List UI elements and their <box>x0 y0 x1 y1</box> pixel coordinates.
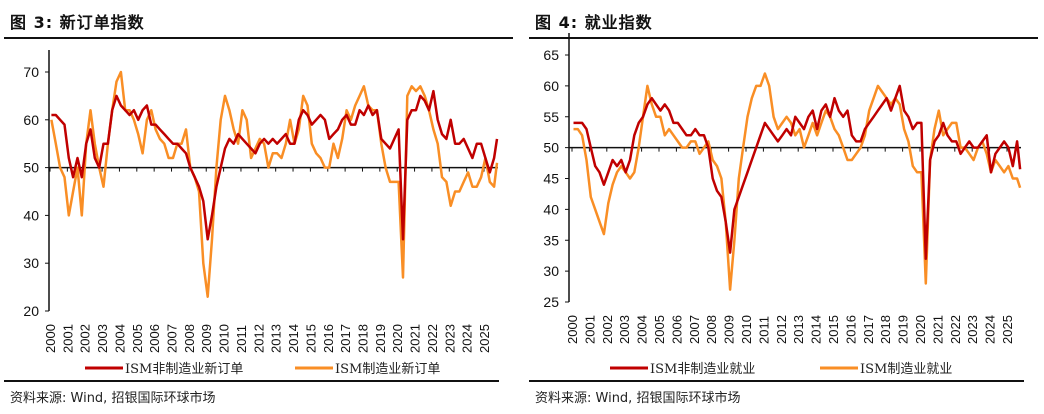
x-tick-label: 2001 <box>60 324 75 353</box>
series-line <box>51 89 499 241</box>
x-tick-label: 2020 <box>390 324 405 353</box>
y-tick-label: 25 <box>543 294 559 310</box>
x-tick-label: 2018 <box>878 315 893 344</box>
x-tick-label: 2013 <box>791 315 806 344</box>
y-tick-label: 30 <box>23 255 39 271</box>
x-tick-label: 2019 <box>373 324 388 353</box>
x-tick-label: 2008 <box>182 324 197 353</box>
x-tick-label: 2000 <box>565 315 580 344</box>
x-tick-label: 2020 <box>913 315 928 344</box>
x-tick-label: 2014 <box>809 315 824 344</box>
x-tick-label: 2023 <box>965 315 980 344</box>
x-tick-label: 2018 <box>355 324 370 353</box>
x-tick-label: 2016 <box>321 324 336 353</box>
y-tick-label: 40 <box>23 207 39 223</box>
y-tick-label: 50 <box>23 160 39 176</box>
x-tick-label: 2004 <box>112 324 127 353</box>
y-tick-label: 40 <box>543 201 559 217</box>
chart-panel-employment: 图 4: 就业指数 25 30 35 40 45 50 55 60 65 2000 2001 2002… <box>525 0 1040 414</box>
x-tick-label: 2007 <box>165 324 180 353</box>
legend-label: ISM制造业就业 <box>860 362 952 377</box>
legend-label: ISM非制造业新订单 <box>125 361 243 377</box>
x-tick-label: 2009 <box>199 324 214 353</box>
y-tick-label: 35 <box>543 232 559 248</box>
y-tick-label: 65 <box>543 47 559 63</box>
legend-label: ISM非制造业就业 <box>650 362 755 377</box>
x-tick-label: 2009 <box>722 315 737 344</box>
x-tick-label: 2014 <box>286 324 301 353</box>
x-tick-label: 2015 <box>303 324 318 353</box>
title-divider <box>4 37 513 39</box>
x-tick-label: 2022 <box>948 315 963 344</box>
source-note: 资料来源: Wind, 招银国际环球市场 <box>10 391 216 406</box>
series-line <box>573 84 1022 261</box>
x-tick-label: 2008 <box>704 315 719 344</box>
x-tick-label: 2021 <box>408 324 423 353</box>
y-tick-label: 60 <box>543 78 559 94</box>
x-tick-label: 2017 <box>861 315 876 344</box>
x-tick-label: 2011 <box>234 325 249 353</box>
title-divider <box>529 37 1038 39</box>
x-tick-label: 2012 <box>774 315 789 344</box>
x-tick-label: 2023 <box>442 324 457 353</box>
x-tick-label: 2005 <box>130 324 145 353</box>
x-tick-label: 2005 <box>652 315 667 344</box>
x-tick-label: 2013 <box>269 324 284 353</box>
x-tick-label: 2006 <box>669 315 684 344</box>
series-line <box>573 72 1022 291</box>
x-tick-label: 2003 <box>95 324 110 353</box>
x-tick-label: 2010 <box>217 324 232 353</box>
x-tick-label: 2002 <box>78 324 93 353</box>
y-tick-label: 20 <box>23 303 39 319</box>
chart-panel-new-orders: 图 3: 新订单指数 20 30 40 50 60 70 2000 2001 2002 2003 2… <box>0 0 515 414</box>
x-tick-label: 2003 <box>617 315 632 344</box>
x-tick-label: 2022 <box>425 324 440 353</box>
source-note: 资料来源: Wind, 招银国际环球市场 <box>535 391 741 406</box>
x-tick-label: 2001 <box>582 315 597 344</box>
y-tick-label: 45 <box>543 171 559 187</box>
x-tick-label: 2000 <box>43 324 58 353</box>
footer-divider <box>4 380 499 382</box>
x-tick-label: 2024 <box>983 315 998 344</box>
x-tick-label: 2021 <box>930 315 945 344</box>
chart-title: 图 4: 就业指数 <box>535 13 653 32</box>
x-tick-label: 2006 <box>147 324 162 353</box>
footer-divider <box>529 380 1024 382</box>
y-tick-label: 50 <box>543 140 559 156</box>
x-tick-label: 2025 <box>477 324 492 353</box>
y-tick-label: 60 <box>23 112 39 128</box>
x-tick-label: 2019 <box>896 315 911 344</box>
y-tick-label: 55 <box>543 109 559 125</box>
y-tick-label: 70 <box>23 64 39 80</box>
y-tick-label: 30 <box>543 263 559 279</box>
x-tick-label: 2004 <box>635 315 650 344</box>
x-tick-label: 2015 <box>826 315 841 344</box>
x-tick-label: 2011 <box>756 316 771 344</box>
x-tick-label: 2025 <box>1000 315 1015 344</box>
x-tick-label: 2010 <box>739 315 754 344</box>
x-tick-label: 2012 <box>251 324 266 353</box>
chart-new-orders: 20 30 40 50 60 70 2000 2001 2002 2003 2004 2005 2006… <box>23 50 499 377</box>
x-tick-label: 2007 <box>687 315 702 344</box>
x-tick-label: 2024 <box>460 324 475 353</box>
legend-label: ISM制造业新订单 <box>335 361 440 377</box>
x-tick-label: 2002 <box>600 315 615 344</box>
chart-title: 图 3: 新订单指数 <box>10 13 145 32</box>
x-tick-label: 2017 <box>338 324 353 353</box>
x-tick-label: 2016 <box>843 315 858 344</box>
